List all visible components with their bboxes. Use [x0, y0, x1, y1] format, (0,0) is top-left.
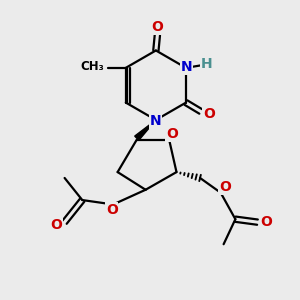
Text: O: O: [106, 203, 118, 217]
Text: O: O: [260, 215, 272, 229]
Text: O: O: [50, 218, 62, 232]
Text: O: O: [166, 127, 178, 141]
Text: O: O: [219, 180, 231, 194]
Text: H: H: [201, 57, 212, 71]
Text: O: O: [203, 107, 215, 122]
Polygon shape: [135, 120, 156, 140]
Text: N: N: [181, 60, 192, 74]
Text: CH₃: CH₃: [80, 60, 104, 73]
Text: O: O: [152, 20, 163, 34]
Text: N: N: [149, 114, 161, 128]
